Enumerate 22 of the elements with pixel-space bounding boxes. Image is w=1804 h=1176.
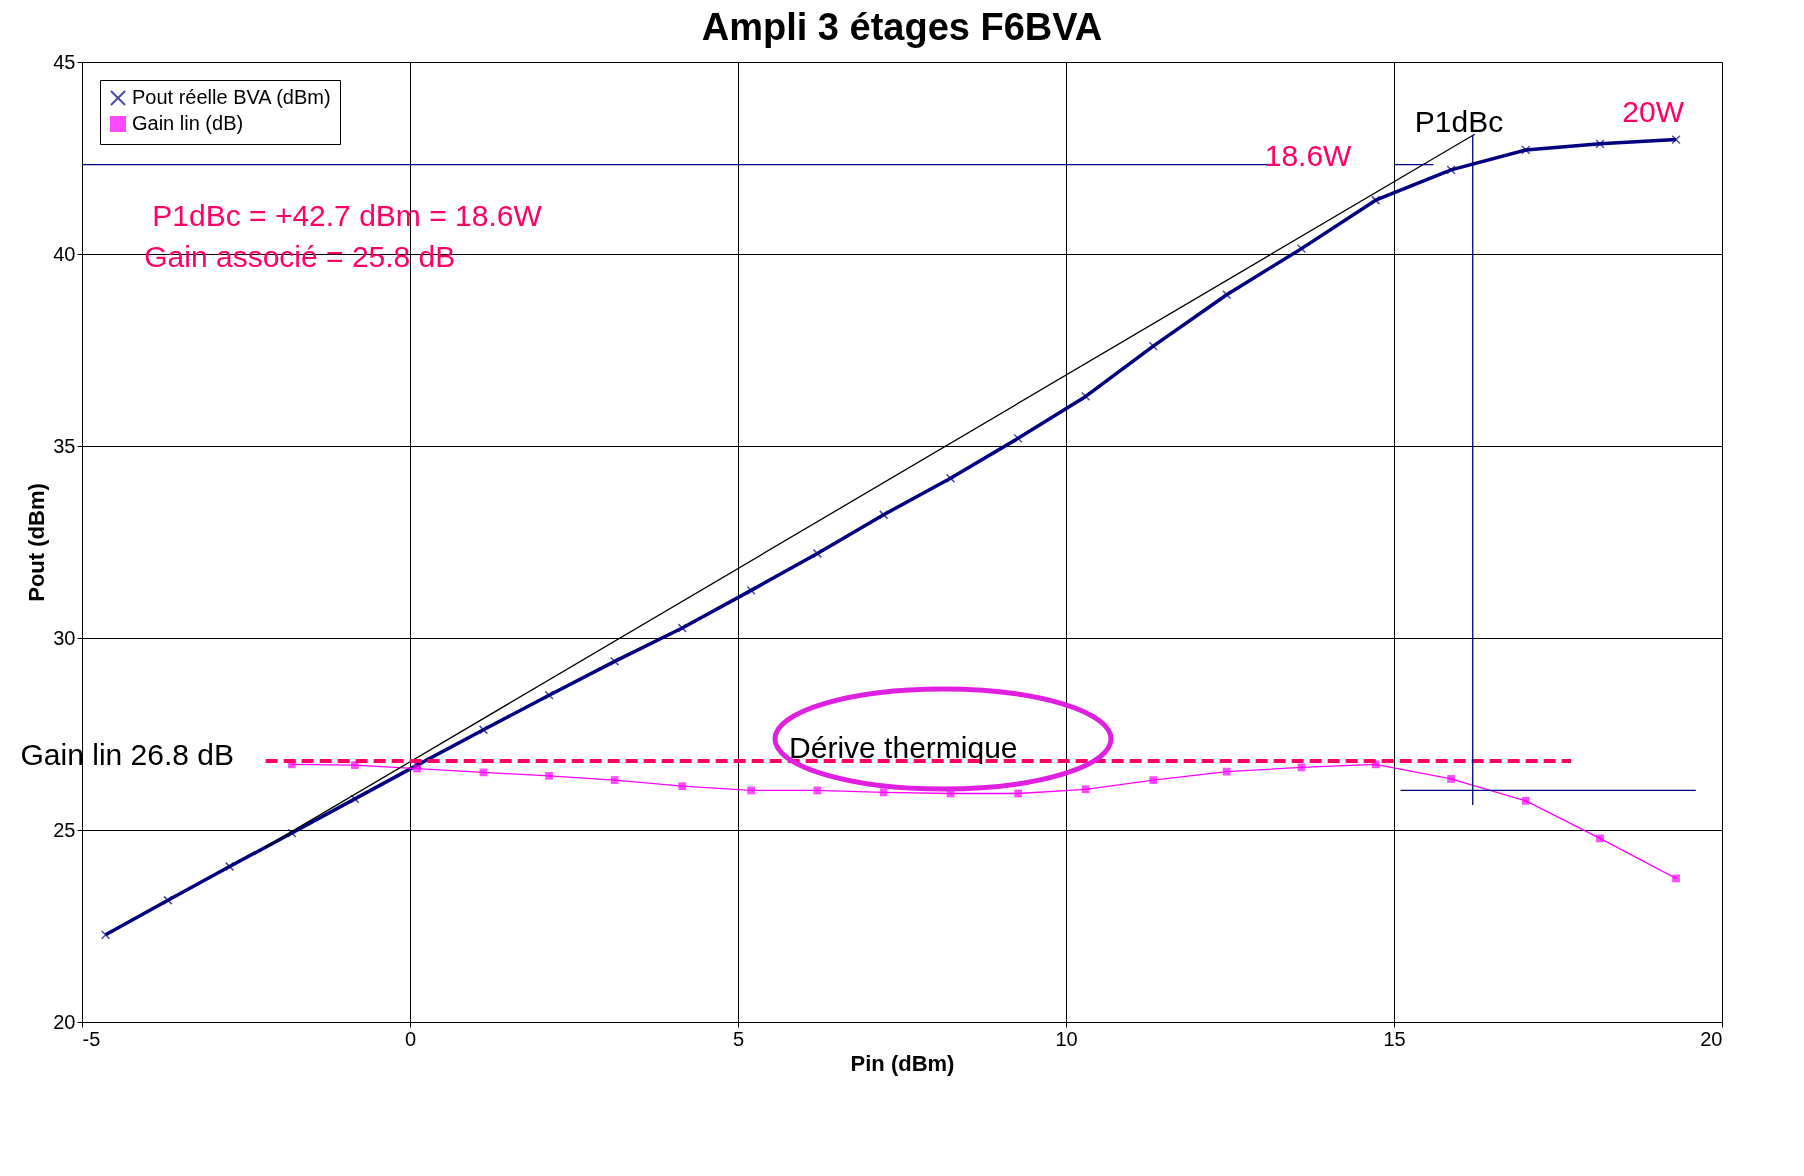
annotation: 20W bbox=[1622, 95, 1685, 129]
y-tick-label: 25 bbox=[53, 818, 76, 841]
annotation: 18.6W bbox=[1264, 139, 1353, 173]
x-tick-label: -5 bbox=[82, 1027, 101, 1050]
y-tick-label: 35 bbox=[53, 434, 76, 457]
x-tick-label: 0 bbox=[404, 1027, 417, 1050]
y-tick-label: 30 bbox=[53, 626, 76, 649]
annotation: Dérive thermique bbox=[789, 730, 1018, 764]
x-tick-label: 20 bbox=[1700, 1027, 1723, 1050]
annotation: P1dBc bbox=[1414, 104, 1504, 138]
x-tick-label: 10 bbox=[1055, 1027, 1078, 1050]
chart-title: Ampli 3 étages F6BVA bbox=[701, 6, 1103, 48]
y-tick-label: 40 bbox=[53, 242, 76, 265]
y-axis-title: Pout (dBm) bbox=[24, 483, 50, 602]
legend-label: Gain lin (dB) bbox=[132, 112, 244, 134]
x-tick-label: 5 bbox=[732, 1027, 745, 1050]
y-tick-label: 45 bbox=[53, 50, 76, 73]
x-axis-title: Pin (dBm) bbox=[850, 1050, 955, 1076]
annotation: Gain lin 26.8 dB bbox=[20, 737, 235, 771]
x-tick-label: 15 bbox=[1383, 1027, 1406, 1050]
legend-label: Pout réelle BVA (dBm) bbox=[132, 86, 331, 108]
y-tick-label: 20 bbox=[53, 1010, 76, 1033]
